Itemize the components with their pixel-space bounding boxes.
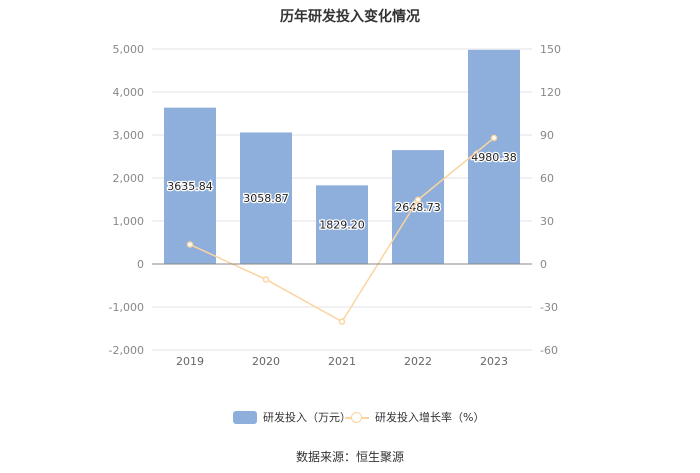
y-right-tick-label: 30: [540, 215, 554, 228]
y-left-tick-label: 1,000: [113, 215, 145, 228]
bar-value-label: 3058.87: [243, 192, 289, 205]
y-right-tick-label: -30: [540, 301, 558, 314]
bar-value-label: 4980.38: [471, 151, 517, 164]
legend: 研发投入（万元） 研发投入增长率（%）: [0, 409, 700, 425]
line-point: [338, 318, 346, 325]
y-left-tick-label: 4,000: [113, 86, 145, 99]
line-point: [186, 241, 194, 248]
line-point: [490, 134, 498, 142]
y-right-tick-label: 150: [540, 43, 561, 56]
bar-value-label: 2648.73: [395, 201, 441, 214]
line-point: [262, 276, 270, 283]
bar-value-labels: 3635.84 3058.87 1829.20 2648.73 4980.38: [166, 150, 518, 233]
y-right-tick-label: 0: [540, 258, 547, 271]
line-series: [186, 134, 498, 325]
legend-bar-swatch: [233, 410, 257, 424]
bar: [316, 185, 368, 264]
bar-value-label: 3635.84: [167, 180, 213, 193]
y-right-tick-label: 120: [540, 86, 561, 99]
y-left-tick-label: -1,000: [109, 301, 144, 314]
y-left-tick-label: 5,000: [113, 43, 145, 56]
x-tick-label: 2020: [252, 355, 280, 368]
bar-series: [164, 49, 520, 265]
x-tick-label: 2021: [328, 355, 356, 368]
bar-value-label: 1829.20: [319, 219, 365, 232]
x-tick-label: 2019: [176, 355, 204, 368]
chart-title: 历年研发投入变化情况: [280, 9, 420, 25]
bar: [240, 132, 292, 264]
x-tick-label: 2023: [480, 355, 508, 368]
bar: [164, 107, 216, 265]
chart-canvas: 3635.84 3058.87 1829.20 2648.73 4980.38 -2,0…: [109, 43, 561, 368]
data-source: 数据来源：恒生聚源: [295, 450, 404, 464]
y-right-tick-label: 90: [540, 129, 554, 142]
y-left-tick-label: -2,000: [109, 344, 144, 357]
legend-item-line[interactable]: 研发投入增长率（%）: [345, 409, 484, 425]
y-left-tick-label: 2,000: [113, 172, 145, 185]
x-tick-label: 2022: [404, 355, 432, 368]
y-right-tick-label: 60: [540, 172, 554, 185]
bar: [392, 150, 444, 264]
y-left-tick-label: 3,000: [113, 129, 145, 142]
legend-bar-label: 研发投入（万元）: [263, 411, 351, 424]
line-point: [414, 196, 422, 204]
legend-line-label: 研发投入增长率（%）: [375, 411, 485, 424]
legend-line-swatch: [345, 411, 369, 424]
y-left-tick-label: 0: [137, 258, 144, 271]
y-right-tick-label: -60: [540, 344, 558, 357]
bar: [468, 49, 520, 264]
legend-item-bar[interactable]: 研发投入（万元）: [233, 409, 351, 425]
axes: -2,000 -1,000 0 1,000 2,000 3,000 4,000 5,000 -6…: [109, 43, 561, 368]
